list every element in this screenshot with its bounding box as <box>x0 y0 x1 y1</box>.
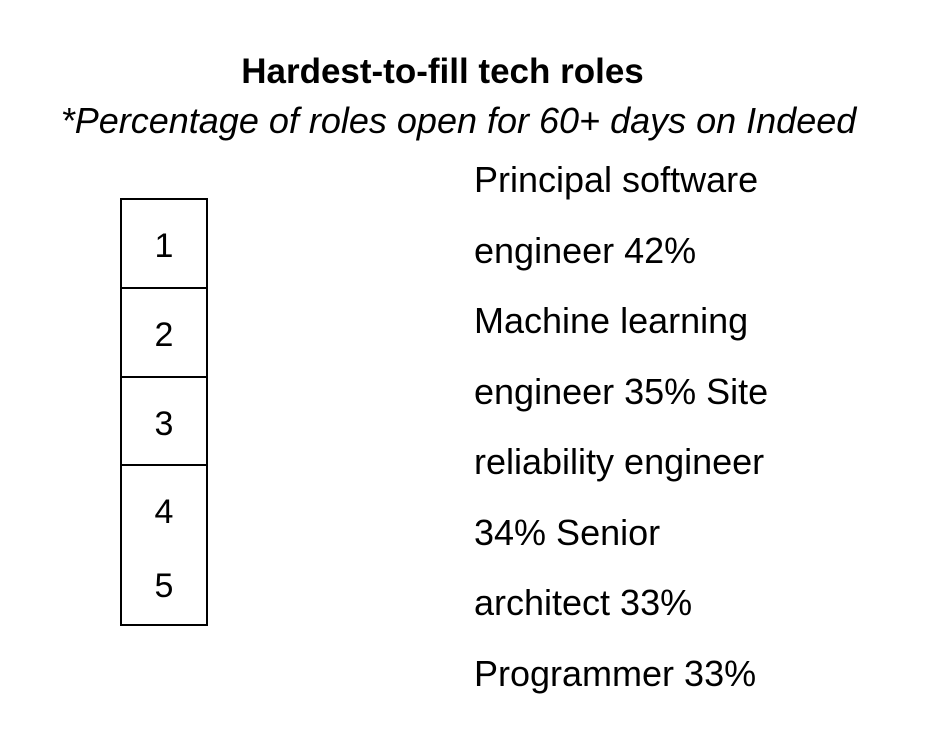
roles-text-line: 34% Senior <box>474 511 661 553</box>
rank-number-5: 5 <box>154 567 174 605</box>
rank-number-3: 3 <box>154 405 174 443</box>
rank-box: 1 2 3 4 5 <box>120 198 208 626</box>
roles-text-line: engineer 35% Site <box>474 370 769 412</box>
rank-divider <box>122 464 206 466</box>
rank-divider <box>122 287 206 289</box>
roles-text-line: Machine learning <box>474 300 749 341</box>
roles-text-line: engineer 42% <box>474 229 697 271</box>
roles-text-line: Principal software <box>474 159 759 200</box>
rank-number-1: 1 <box>154 227 174 265</box>
chart-subtitle: *Percentage of roles open for 60+ days o… <box>60 100 857 141</box>
roles-text-block: Principal software engineer 42% Machine … <box>474 145 768 709</box>
rank-number-2: 2 <box>154 316 174 354</box>
roles-text-line: architect 33% <box>474 582 693 623</box>
rank-divider <box>122 376 206 378</box>
roles-text-line: Programmer 33% <box>474 652 757 694</box>
chart-title: Hardest-to-fill tech roles <box>241 52 644 91</box>
roles-text-line: reliability engineer <box>474 441 765 482</box>
rank-number-4: 4 <box>154 493 174 531</box>
